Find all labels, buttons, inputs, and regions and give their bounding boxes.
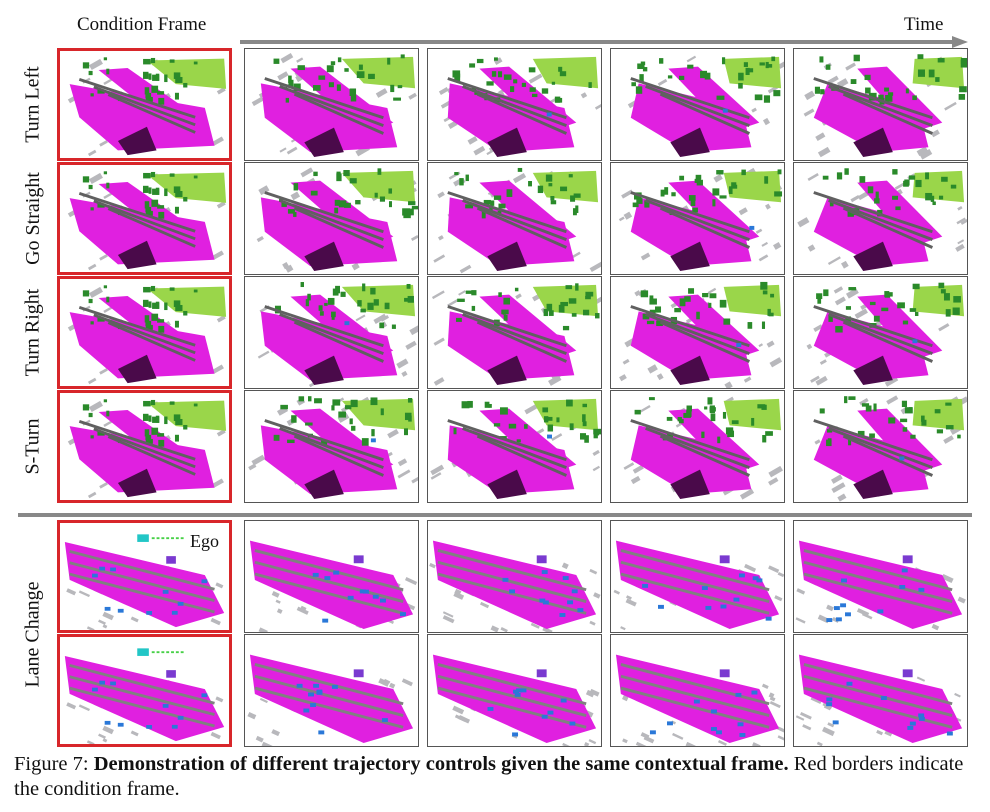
prediction-frame-image — [427, 162, 602, 275]
prediction-frame-image — [244, 48, 419, 161]
prediction-frame-image — [793, 162, 968, 275]
time-arrow-icon — [240, 36, 968, 48]
prediction-frame-image — [793, 520, 968, 633]
row-label-go-straight: Go Straight — [21, 172, 44, 265]
prediction-frame-image — [427, 390, 602, 503]
prediction-frame-image — [610, 390, 785, 503]
prediction-frame-image — [427, 634, 602, 747]
row-label-turn-right: Turn Right — [21, 288, 44, 377]
prediction-frame-image — [427, 48, 602, 161]
section-divider — [18, 513, 972, 517]
prediction-frame-image — [610, 634, 785, 747]
condition-frame-image — [57, 276, 232, 389]
condition-frame-image — [57, 520, 232, 633]
prediction-frame-image — [610, 520, 785, 633]
prediction-frame-image — [793, 48, 968, 161]
prediction-frame-image — [793, 390, 968, 503]
condition-frame-header: Condition Frame — [77, 14, 207, 35]
prediction-frame-image — [610, 276, 785, 389]
prediction-frame-image — [244, 162, 419, 275]
row-label-lane-change: Lane Change — [21, 580, 44, 688]
prediction-frame-image — [244, 634, 419, 747]
prediction-frame-image — [244, 520, 419, 633]
prediction-frame-image — [793, 276, 968, 389]
condition-frame-image — [57, 634, 232, 747]
prediction-frame-image — [610, 162, 785, 275]
prediction-frame-image — [244, 276, 419, 389]
prediction-frame-image — [427, 276, 602, 389]
row-label-turn-left: Turn Left — [21, 66, 44, 143]
condition-frame-image — [57, 390, 232, 503]
prediction-frame-image — [427, 520, 602, 633]
figure-caption: Figure 7: Demonstration of different tra… — [14, 753, 964, 800]
condition-frame-image — [57, 48, 232, 161]
row-label-s-turn: S-Turn — [21, 418, 44, 475]
time-header: Time — [904, 14, 944, 35]
prediction-frame-image — [610, 48, 785, 161]
ego-label: Ego — [190, 531, 219, 551]
prediction-frame-image — [793, 634, 968, 747]
prediction-frame-image — [244, 390, 419, 503]
condition-frame-image — [57, 162, 232, 275]
